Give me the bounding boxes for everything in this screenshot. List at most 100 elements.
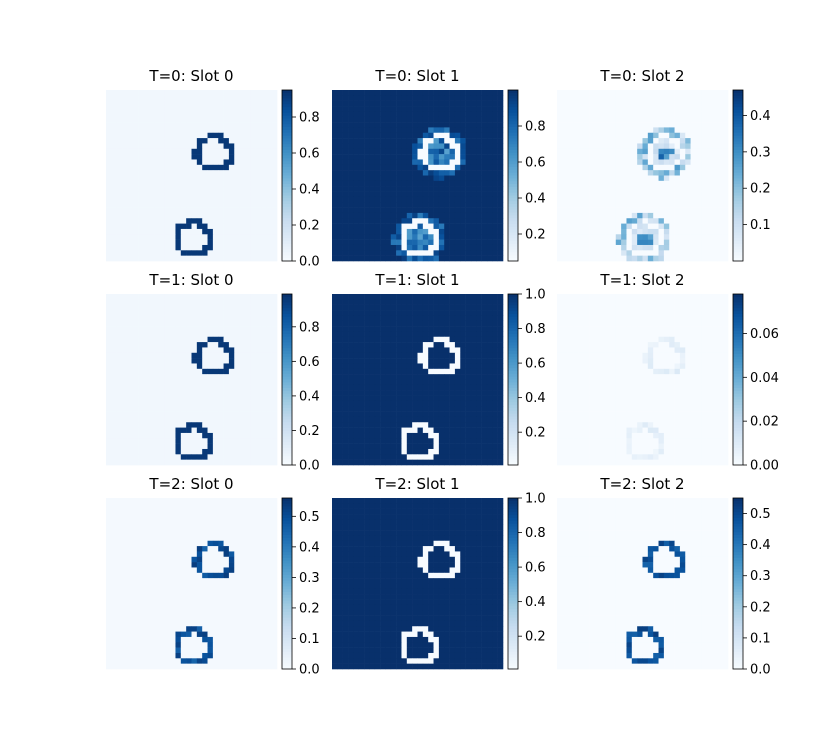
heatmap-cell [422, 228, 429, 235]
heatmap-cell [497, 106, 504, 112]
heatmap-cell [337, 331, 343, 338]
heatmap-cell [583, 143, 590, 150]
heatmap-cell [647, 212, 654, 219]
heatmap-cell [583, 207, 590, 214]
colorbar-tick-label: 0.6 [525, 156, 546, 171]
heatmap-cell [143, 239, 150, 246]
heatmap-cell [154, 223, 160, 230]
heatmap-cell [342, 111, 349, 118]
heatmap-cell [454, 255, 461, 262]
heatmap-cell [266, 422, 272, 428]
heatmap-cell [170, 116, 176, 123]
heatmap-cell [557, 180, 563, 187]
colorbar: 0.20.40.60.8 [507, 89, 546, 262]
heatmap-cell [143, 255, 150, 262]
heatmap-cell [465, 228, 472, 235]
heatmap-cell [244, 244, 251, 251]
heatmap-cell [610, 180, 617, 187]
heatmap-cell [228, 342, 235, 348]
heatmap-cell [578, 116, 585, 123]
heatmap-cell [358, 180, 365, 187]
heatmap-cell [132, 448, 139, 455]
heatmap-cell [594, 164, 601, 171]
heatmap-cell [244, 154, 251, 160]
heatmap-cell [122, 111, 128, 118]
colorbar-segment [282, 192, 292, 196]
heatmap-cell [599, 148, 606, 155]
colorbar-segment [282, 232, 292, 236]
heatmap-cell [626, 106, 633, 112]
heatmap-cell [228, 326, 235, 332]
heatmap-cell [454, 132, 461, 139]
heatmap-cell [615, 106, 622, 112]
heatmap-cell [239, 207, 246, 214]
heatmap-cell [202, 154, 208, 160]
heatmap-cell [470, 202, 477, 208]
heatmap-cell [460, 218, 466, 224]
heatmap-cell [260, 127, 267, 134]
heatmap-cell [234, 191, 240, 198]
heatmap-cell [717, 90, 723, 96]
heatmap-cell [690, 154, 697, 160]
heatmap-cell [642, 218, 649, 224]
heatmap-cell [234, 406, 240, 412]
heatmap-cell [449, 368, 456, 375]
heatmap-cell [143, 331, 150, 338]
heatmap-cell [658, 255, 665, 262]
heatmap-cell [653, 223, 659, 230]
heatmap-cell [106, 416, 112, 423]
heatmap-cell [711, 212, 718, 219]
heatmap-cell [444, 299, 450, 305]
heatmap-cell [255, 127, 262, 134]
heatmap-cell [690, 180, 697, 187]
heatmap-cell [358, 250, 365, 256]
heatmap-cell [148, 223, 155, 230]
heatmap-cell [271, 438, 278, 444]
colorbar-segment [733, 241, 743, 245]
heatmap-cell [212, 148, 219, 155]
heatmap-cell [695, 239, 702, 246]
heatmap-cell [438, 255, 445, 262]
heatmap-cell [663, 111, 670, 118]
heatmap-cell [390, 368, 397, 375]
heatmap-cell [271, 218, 278, 224]
heatmap-cell [116, 111, 123, 118]
heatmap-cell [260, 196, 267, 203]
heatmap-cell [690, 159, 697, 166]
heatmap-cell [486, 138, 493, 144]
heatmap-cell [175, 320, 182, 327]
heatmap-cell [164, 315, 171, 322]
heatmap-cell [583, 186, 590, 192]
heatmap-cell [615, 175, 622, 182]
heatmap-cell [175, 228, 182, 235]
heatmap-cell [234, 122, 240, 128]
heatmap-cell [390, 250, 397, 256]
heatmap-cell [228, 95, 235, 101]
heatmap-cell [175, 416, 182, 423]
heatmap-cell [481, 304, 488, 311]
heatmap-cell [380, 331, 386, 338]
heatmap-cell [122, 106, 128, 112]
heatmap-cell [557, 239, 563, 246]
heatmap-cell [438, 100, 445, 107]
heatmap-cell [690, 223, 697, 230]
heatmap-cell [594, 170, 601, 176]
heatmap-cell [374, 379, 381, 386]
heatmap-cell [223, 443, 230, 450]
heatmap-cell [465, 363, 472, 370]
heatmap-cell [191, 207, 198, 214]
heatmap-cell [122, 454, 128, 460]
heatmap-cell [706, 116, 713, 123]
heatmap-cell [663, 100, 670, 107]
heatmap-cell [674, 95, 681, 101]
heatmap-cell [438, 143, 445, 150]
heatmap-cell [610, 127, 617, 134]
heatmap-cell [358, 352, 365, 359]
heatmap-cell [239, 138, 246, 144]
heatmap-cell [212, 304, 219, 311]
heatmap-cell [223, 164, 230, 171]
heatmap-cell [433, 202, 440, 208]
heatmap-cell [106, 218, 112, 224]
heatmap-cell [271, 310, 278, 316]
colorbar-segment [282, 436, 292, 440]
